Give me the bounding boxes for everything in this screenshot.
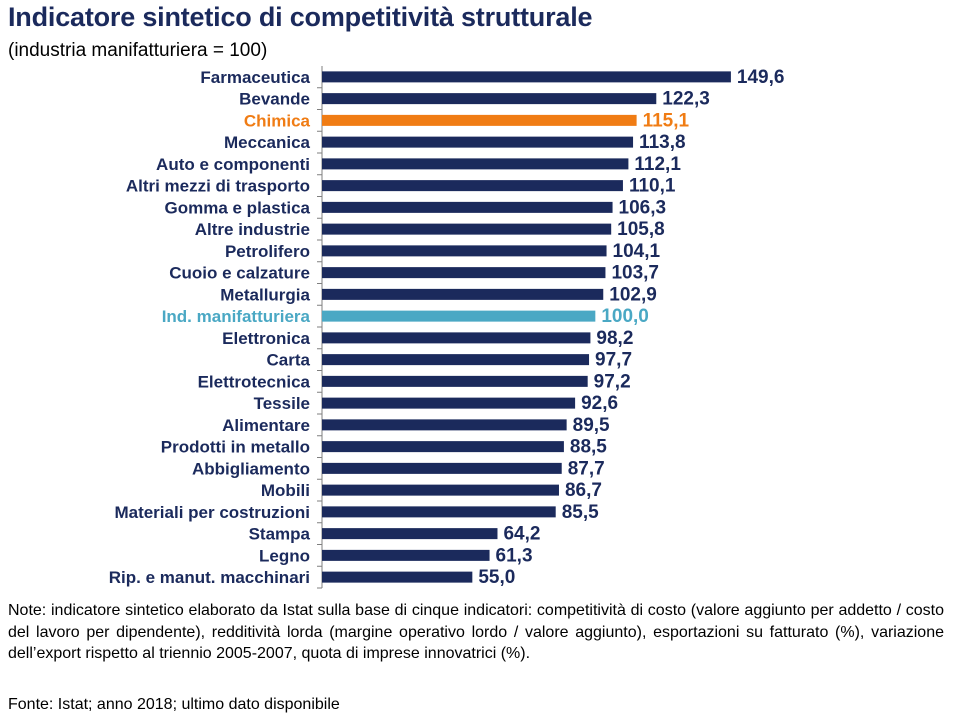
y-axis: Farmaceutica Bevande Chimica Meccanica Auto …	[109, 66, 323, 589]
category-label: Bevande	[239, 90, 310, 109]
bar	[322, 397, 576, 409]
category-label: Auto e componenti	[156, 155, 310, 174]
data-label: 61,3	[496, 545, 533, 566]
data-label: 122,3	[662, 89, 710, 110]
bar	[322, 114, 637, 126]
data-label: 55,0	[478, 567, 515, 588]
bar	[322, 93, 657, 105]
category-label: Alimentare	[222, 416, 310, 435]
category-label: Legno	[259, 546, 310, 565]
category-label: Farmaceutica	[200, 68, 310, 87]
data-label: 88,5	[570, 437, 607, 458]
category-label: Materiali per costruzioni	[114, 503, 310, 522]
data-label: 149,6	[737, 67, 785, 88]
category-label: Ind. manifatturiera	[162, 307, 311, 326]
category-label: Chimica	[244, 111, 311, 130]
bar	[322, 484, 559, 496]
bar	[322, 267, 606, 279]
bar	[322, 136, 634, 148]
chart-title: Indicatore sintetico di competitività st…	[8, 2, 593, 32]
bar	[322, 354, 590, 366]
bar	[322, 419, 567, 431]
bar	[322, 549, 490, 561]
chart-subtitle: (industria manifatturiera = 100)	[8, 40, 268, 61]
category-label: Mobili	[261, 481, 310, 500]
bar	[322, 375, 588, 387]
bar	[322, 245, 607, 257]
data-label: 100,0	[601, 306, 649, 327]
bar	[322, 506, 556, 518]
category-label: Metallurgia	[220, 285, 310, 304]
data-label: 97,2	[594, 371, 631, 392]
category-label: Elettrotecnica	[198, 372, 311, 391]
data-label: 106,3	[619, 197, 667, 218]
category-label: Abbigliamento	[192, 459, 310, 478]
bar	[322, 441, 564, 453]
bar	[322, 71, 731, 83]
bar	[322, 310, 596, 322]
bar	[322, 332, 591, 344]
data-label: 92,6	[581, 393, 618, 414]
data-label: 105,8	[617, 219, 665, 240]
bar	[322, 288, 604, 300]
data-label: 104,1	[613, 241, 661, 262]
category-label: Stampa	[249, 525, 311, 544]
bar	[322, 201, 613, 213]
category-label: Petrolifero	[225, 242, 310, 261]
bar-series: 149,6 122,3115,1113,8112,1110,1106,3105,8…	[322, 67, 784, 588]
data-label: 103,7	[611, 263, 659, 284]
category-label: Gomma e plastica	[164, 198, 310, 217]
bar	[322, 528, 498, 540]
category-label: Elettronica	[222, 329, 310, 348]
bar	[322, 158, 629, 170]
bar	[322, 223, 612, 235]
data-label: 112,1	[634, 154, 681, 175]
category-label: Cuoio e calzature	[169, 264, 310, 283]
chart-notes: Note: indicatore sintetico elaborato da …	[8, 602, 944, 662]
data-label: 115,1	[643, 110, 690, 131]
data-label: 87,7	[568, 458, 605, 479]
category-label: Carta	[267, 351, 311, 370]
data-label: 97,7	[595, 350, 632, 371]
bar-chart: Farmaceutica Bevande Chimica Meccanica Auto …	[109, 66, 784, 589]
bar	[322, 571, 473, 583]
chart-source: Fonte: Istat; anno 2018; ultimo dato dis…	[8, 696, 340, 713]
data-label: 110,1	[629, 176, 676, 197]
category-label: Prodotti in metallo	[161, 438, 310, 457]
category-label: Altre industrie	[195, 220, 310, 239]
category-label: Rip. e manut. macchinari	[109, 568, 310, 587]
data-label: 85,5	[562, 502, 599, 523]
data-label: 64,2	[503, 524, 540, 545]
data-label: 86,7	[565, 480, 602, 501]
data-label: 102,9	[609, 284, 657, 305]
category-label: Altri mezzi di trasporto	[126, 177, 310, 196]
category-label: Meccanica	[224, 133, 311, 152]
bar	[322, 462, 562, 474]
bar	[322, 180, 623, 192]
category-label: Tessile	[254, 394, 310, 413]
data-label: 89,5	[573, 415, 610, 436]
data-label: 113,8	[639, 132, 686, 153]
data-label: 98,2	[596, 328, 633, 349]
